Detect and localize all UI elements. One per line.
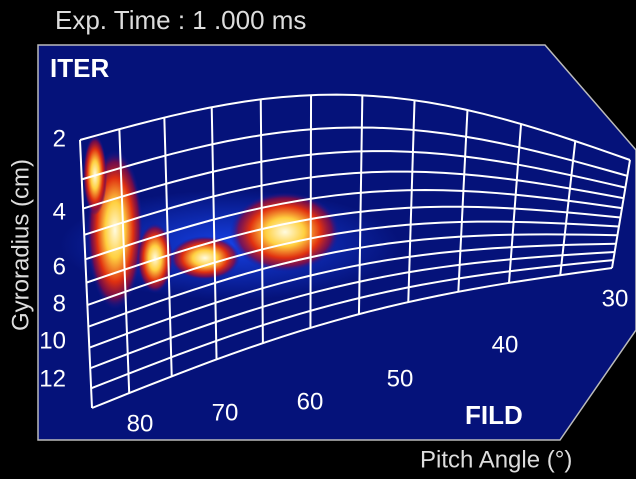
grid-line <box>407 100 416 303</box>
y-axis-label: Gyroradius (cm) <box>7 159 34 331</box>
gyroradius-tick-label: 2 <box>53 125 66 152</box>
hot-spot <box>230 192 340 272</box>
gyroradius-tick-label: 6 <box>53 253 66 280</box>
grid-line <box>210 107 218 360</box>
grid-line <box>83 170 624 236</box>
grid-line <box>91 267 613 409</box>
grid-line <box>357 95 364 315</box>
grid-line <box>82 150 626 210</box>
grid-line <box>86 205 621 284</box>
grid-line <box>79 139 93 409</box>
gyroradius-tick-label: 4 <box>53 198 66 225</box>
gyroradius-tick-label: 8 <box>53 290 66 317</box>
grid-line <box>88 233 618 328</box>
grid-line <box>88 242 617 349</box>
gyroradius-tick-label: 12 <box>39 365 66 392</box>
grid-line <box>508 123 523 283</box>
grid-line <box>87 220 619 306</box>
grid-line <box>457 110 469 292</box>
pitch-tick-label: 60 <box>297 388 324 415</box>
grid-line <box>79 93 631 161</box>
grid-line <box>85 189 623 261</box>
pitch-tick-label: 30 <box>602 285 629 312</box>
grid-line <box>611 159 631 269</box>
tick-labels: 2 4 6 8 10 12 80 70 60 50 40 30 <box>39 125 628 437</box>
grid-line <box>118 129 131 394</box>
grid-line <box>90 259 614 390</box>
pitch-tick-label: 80 <box>127 410 154 437</box>
pitch-tick-label: 50 <box>387 365 414 392</box>
grid-line <box>163 117 173 377</box>
grid-line <box>259 99 264 344</box>
iter-label: ITER <box>50 53 109 83</box>
grid-line <box>81 126 628 181</box>
gyroradius-tick-label: 10 <box>39 327 66 354</box>
pitch-tick-label: 70 <box>212 399 239 426</box>
grid-line <box>89 250 615 370</box>
fild-label: FILD <box>465 400 523 430</box>
hot-spot <box>170 236 240 280</box>
grid-line <box>559 140 577 276</box>
grid-line <box>309 95 313 328</box>
exposure-title: Exp. Time : 1 .000 ms <box>55 5 306 35</box>
pitch-tick-label: 40 <box>492 331 519 358</box>
x-axis-label: Pitch Angle (°) <box>420 446 572 473</box>
coordinate-grid <box>79 93 631 409</box>
